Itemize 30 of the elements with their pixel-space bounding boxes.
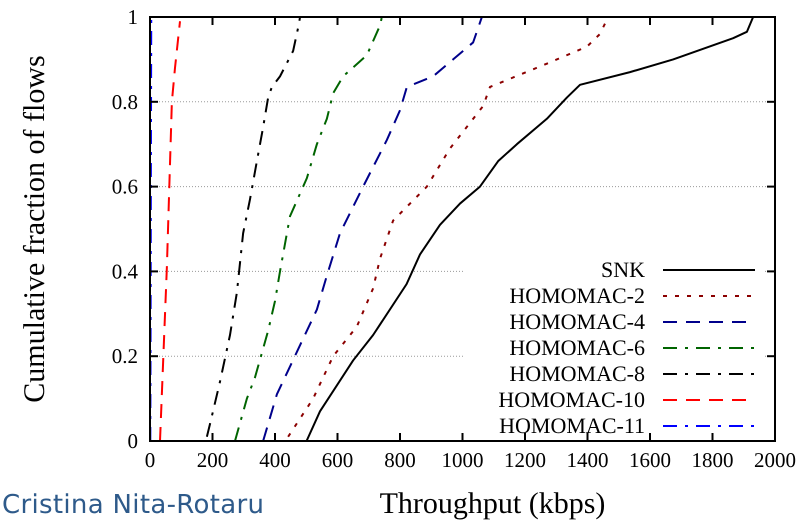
- y-axis-title: Cumulative fraction of flows: [18, 55, 51, 403]
- y-tick-label: 1: [128, 5, 138, 29]
- x-tick-label: 400: [259, 448, 291, 472]
- x-tick-label: 1200: [504, 448, 546, 472]
- line-series: [159, 20, 181, 442]
- x-tick-label: 1400: [566, 448, 608, 472]
- y-tick-label: 0: [128, 429, 138, 453]
- x-tick-label: 1000: [442, 448, 484, 472]
- x-tick-label: 200: [196, 448, 228, 472]
- line-series: [234, 16, 383, 442]
- x-tick-label: 800: [384, 448, 416, 472]
- y-tick-label: 0.2: [112, 344, 138, 368]
- x-axis-title: Throughput (kbps): [380, 487, 606, 520]
- y-tick-label: 0.8: [112, 90, 138, 114]
- legend-label: HOMOMAC-6: [509, 335, 645, 360]
- line-series: [262, 16, 483, 442]
- y-tick-label: 0.6: [112, 174, 138, 199]
- legend-label: HOMOMAC-10: [498, 387, 645, 412]
- x-tick-label: 0: [144, 448, 156, 472]
- x-tick-label: 1800: [692, 448, 734, 472]
- text: Cristina Nita-Rotaru: [2, 490, 264, 520]
- x-tick-label: 2000: [754, 448, 796, 472]
- legend-label: HOMOMAC-4: [509, 309, 645, 334]
- x-tick-label: 600: [322, 448, 354, 472]
- legend-label: HOMOMAC-2: [509, 283, 645, 308]
- legend-label: HOMOMAC-8: [509, 361, 645, 386]
- legend-label: SNK: [600, 257, 646, 282]
- x-tick-label: 1600: [629, 448, 671, 472]
- legend-label: HOMOMAC-11: [499, 413, 645, 438]
- y-tick-label: 0.4: [112, 259, 138, 284]
